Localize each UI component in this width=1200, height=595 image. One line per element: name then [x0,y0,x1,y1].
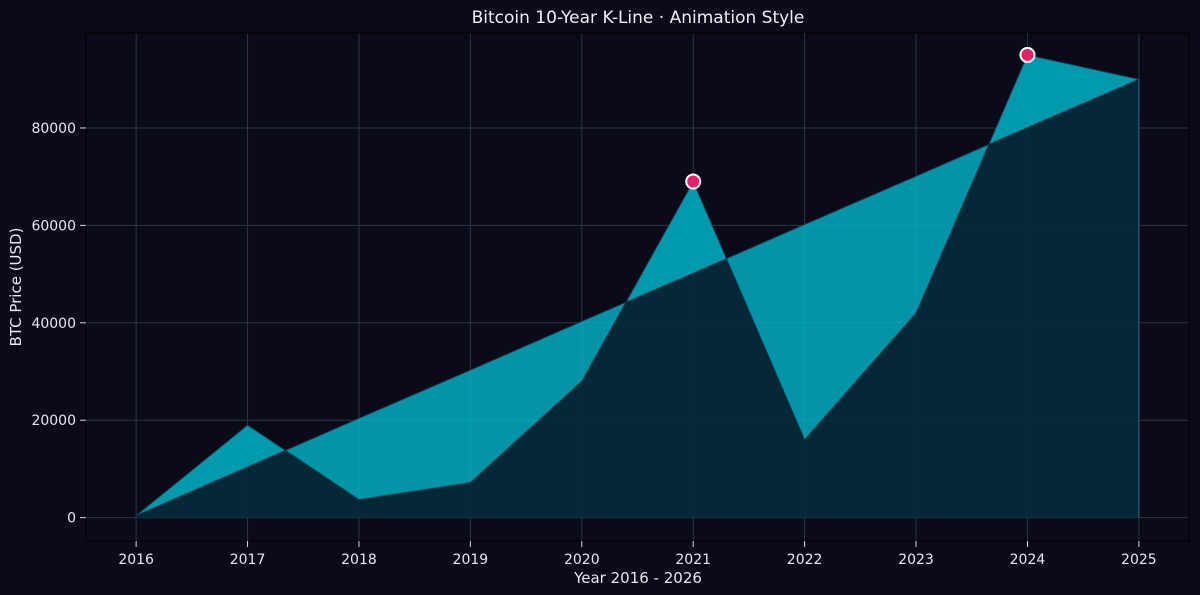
x-tick-label: 2018 [341,552,377,568]
x-axis-ticks: 2016 2017 2018 2019 2020 2021 2022 2023 2024 2025 [118,541,1157,568]
x-tick-label: 2025 [1121,552,1157,568]
y-tick-label: 40000 [31,316,76,332]
price-series-line [135,54,1139,516]
series-lines [135,54,1140,517]
x-tick-label: 2023 [898,552,934,568]
x-axis-label: Year 2016 - 2026 [573,569,702,587]
y-tick-label: 60000 [31,218,76,234]
x-tick-label: 2016 [118,552,154,568]
y-axis-ticks: 0 20000 40000 60000 80000 [31,121,86,527]
peak-marker [685,173,702,190]
plot-frame [85,32,1190,542]
x-tick-label: 2024 [1010,552,1046,568]
peak-markers [685,46,1036,190]
x-tick-label: 2022 [787,552,823,568]
chart-title: Bitcoin 10-Year K-Line · Animation Style [472,8,805,28]
x-tick-label: 2019 [453,552,489,568]
y-axis-label: BTC Price (USD) [7,228,25,347]
x-tick-label: 2020 [564,552,600,568]
peak-marker [1019,46,1036,63]
area-between-price-and-trend [136,54,1139,516]
trend-series-line [135,78,1140,517]
y-tick-label: 20000 [31,413,76,429]
x-tick-label: 2017 [230,552,266,568]
y-tick-label: 0 [67,511,76,527]
area-fills [136,54,1140,518]
y-tick-label: 80000 [31,121,76,137]
x-tick-label: 2021 [675,552,711,568]
